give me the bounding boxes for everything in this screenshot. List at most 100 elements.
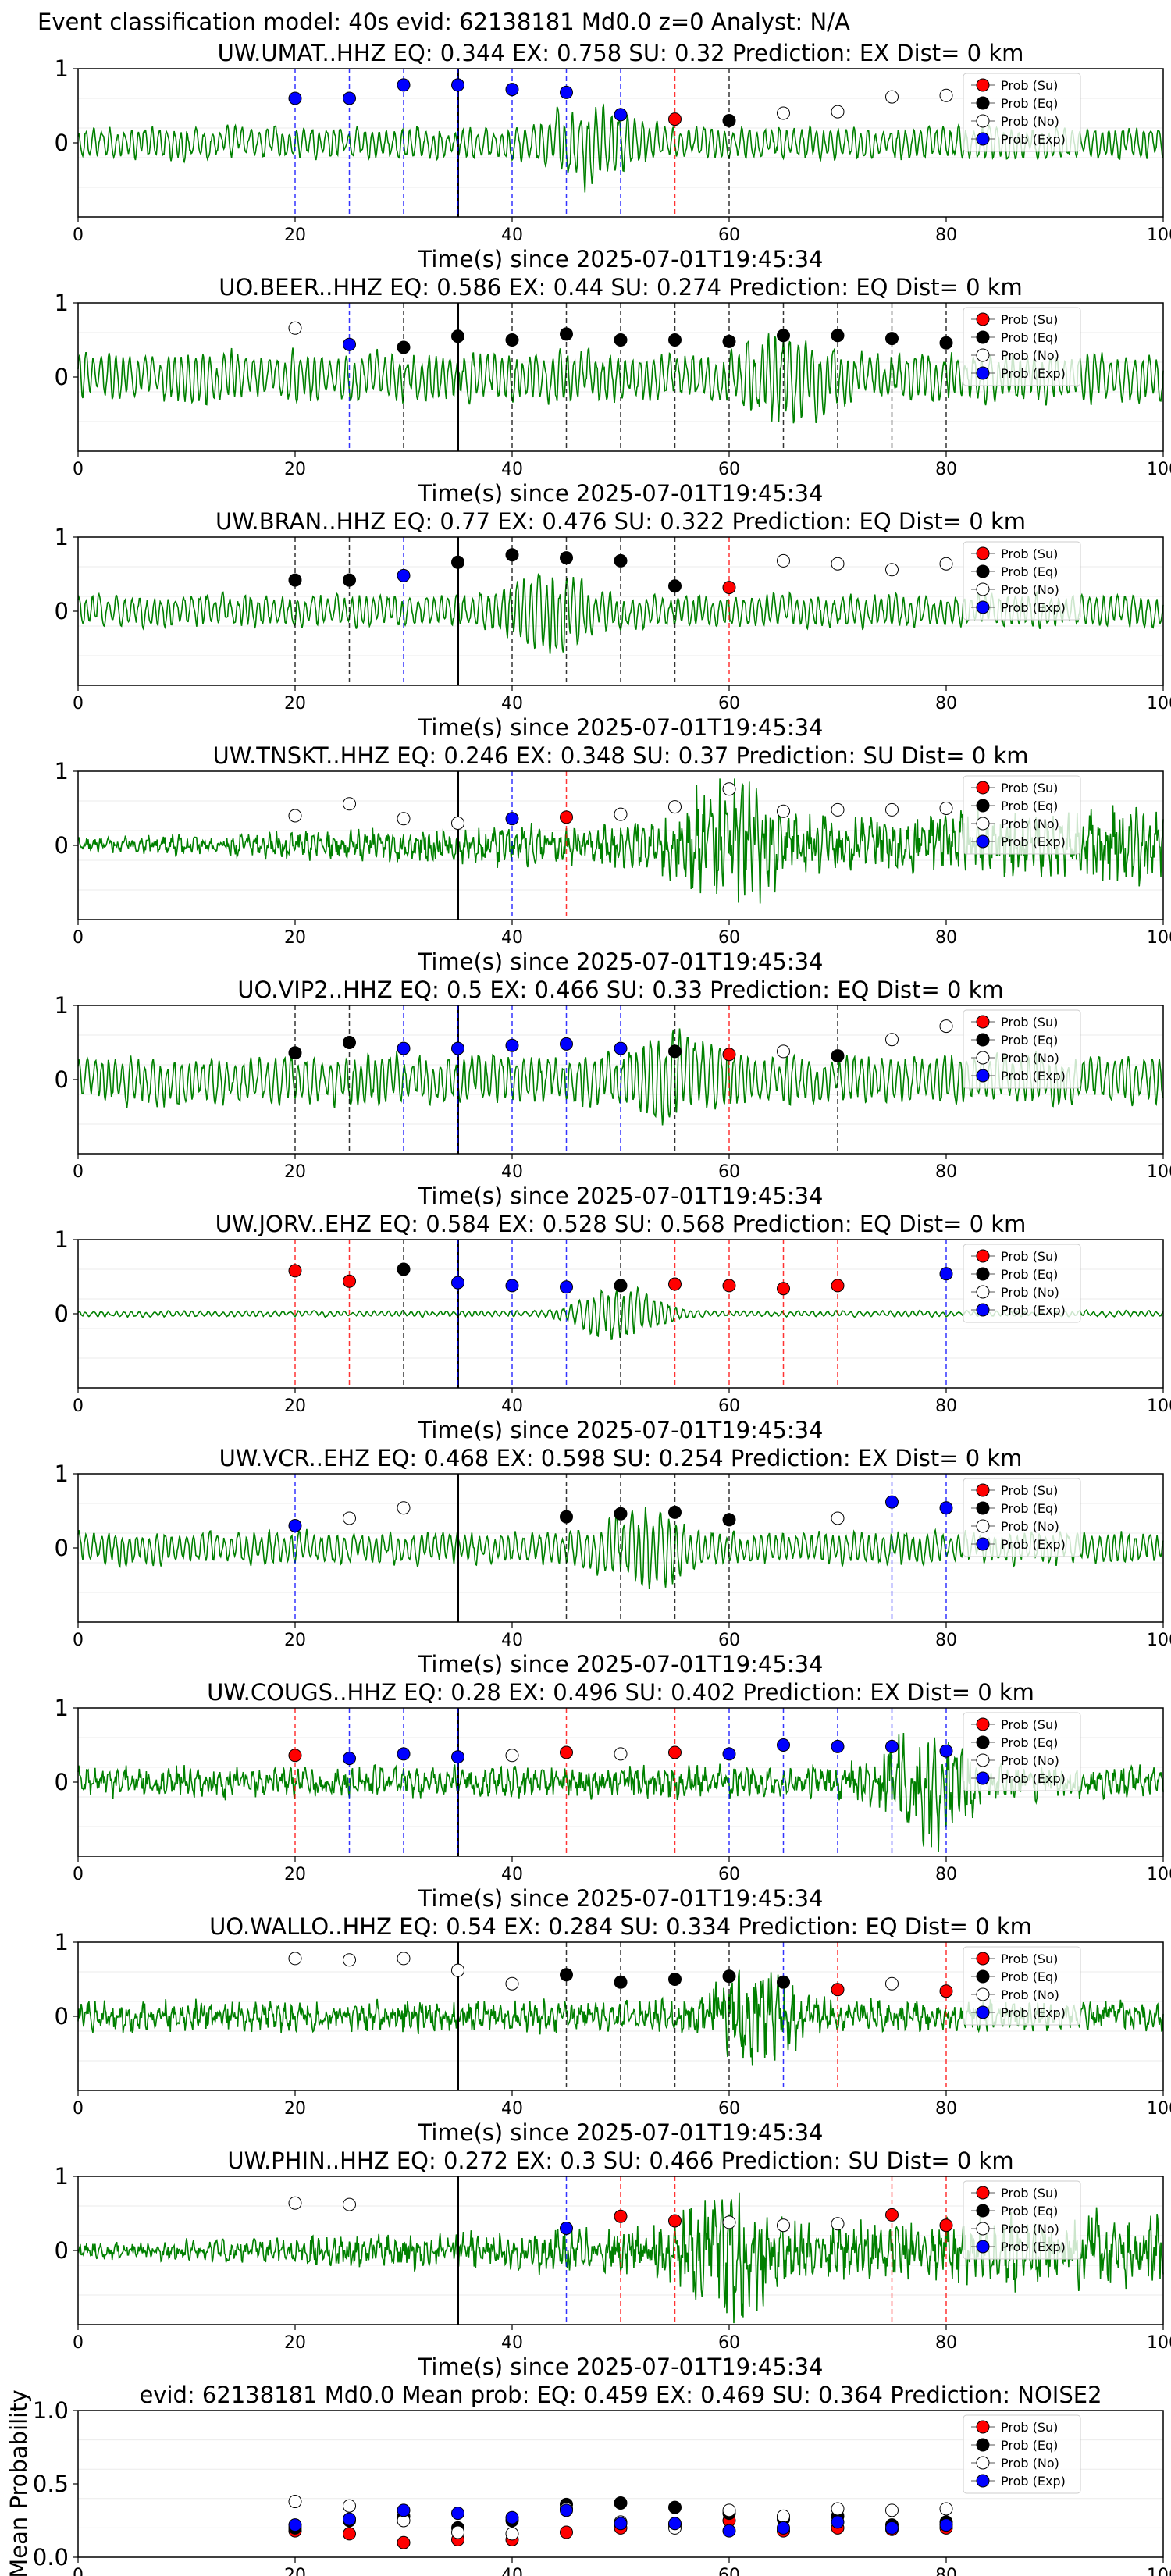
mean-point-su <box>343 2527 356 2541</box>
mean-point-no <box>722 2503 736 2517</box>
prob-point-no <box>777 1044 790 1059</box>
prob-point-su <box>831 1983 845 1997</box>
prob-point-exp <box>505 1038 519 1052</box>
prob-point-su <box>831 1279 845 1293</box>
x-tick-label: 100 <box>1147 2566 1171 2576</box>
legend-label: Prob (Eq) <box>1001 799 1058 813</box>
legend-marker-eq <box>976 1033 990 1047</box>
legend-marker-exp <box>976 1069 990 1083</box>
legend-box <box>963 1009 1081 1089</box>
panel-title: UO.BEER..HHZ EQ: 0.586 EX: 0.44 SU: 0.27… <box>219 274 1023 301</box>
y-tick-label: 1 <box>55 2163 69 2190</box>
x-tick-label: 80 <box>935 694 957 713</box>
legend-label: Prob (No) <box>1001 114 1059 129</box>
legend-marker-exp <box>976 1303 990 1317</box>
prob-point-no <box>831 105 845 119</box>
prob-point-eq <box>451 555 464 569</box>
prob-point-no <box>343 1511 356 1525</box>
legend-marker-no <box>976 1519 990 1533</box>
prob-point-no <box>451 1963 464 1977</box>
legend-marker-su <box>976 1015 990 1029</box>
legend-marker-no <box>976 114 990 128</box>
prob-point-exp <box>560 85 573 99</box>
x-tick-label: 80 <box>935 2099 957 2119</box>
prob-point-no <box>885 1033 899 1047</box>
mean-point-no <box>939 2502 953 2516</box>
legend-marker-su <box>976 2420 990 2434</box>
prob-point-exp <box>560 1037 573 1051</box>
x-tick-label: 60 <box>718 1865 740 1884</box>
legend-marker-exp <box>976 132 990 146</box>
prob-point-su <box>668 1277 682 1291</box>
legend-box <box>963 1946 1081 2026</box>
station-panel: UW.BRAN..HHZ EQ: 0.77 EX: 0.476 SU: 0.32… <box>55 508 1171 741</box>
prob-point-eq <box>939 336 953 350</box>
legend-label: Prob (Su) <box>1001 2186 1058 2201</box>
y-tick-label: 0 <box>55 364 69 390</box>
mean-point-exp <box>451 2507 464 2521</box>
legend-label: Prob (No) <box>1001 1519 1059 1534</box>
panel-title: UW.COUGS..HHZ EQ: 0.28 EX: 0.496 SU: 0.4… <box>207 1679 1034 1706</box>
x-tick-label: 40 <box>501 928 523 948</box>
prob-point-exp <box>614 108 628 122</box>
legend-marker-eq <box>976 1267 990 1281</box>
prob-point-eq <box>668 579 682 593</box>
prob-point-exp <box>777 1738 790 1752</box>
prob-point-eq <box>505 333 519 347</box>
prob-point-exp <box>343 91 356 105</box>
prob-point-no <box>777 804 790 818</box>
x-tick-label: 40 <box>501 2566 523 2576</box>
x-tick-label: 60 <box>718 928 740 948</box>
x-tick-label: 20 <box>284 1162 306 1182</box>
prob-point-exp <box>505 83 519 97</box>
x-axis-label: Time(s) since 2025-07-01T19:45:34 <box>418 1651 824 1678</box>
legend-marker-su <box>976 781 990 795</box>
x-axis-label: Time(s) since 2025-07-01T19:45:34 <box>418 2119 824 2146</box>
prob-point-exp <box>939 1267 953 1281</box>
prob-point-no <box>885 1976 899 1991</box>
prob-point-no <box>831 2217 845 2231</box>
legend-marker-no <box>976 2456 990 2470</box>
prob-point-eq <box>451 329 464 343</box>
prob-point-no <box>939 557 953 571</box>
mean-point-exp <box>505 2510 519 2524</box>
prob-point-eq <box>668 1505 682 1519</box>
legend-label: Prob (Eq) <box>1001 1735 1058 1750</box>
x-tick-label: 100 <box>1147 1162 1171 1182</box>
x-axis-label: Time(s) since 2025-07-01T19:45:34 <box>418 1183 824 1209</box>
y-tick-label: 1 <box>55 1226 69 1253</box>
mean-point-exp <box>397 2503 411 2517</box>
x-tick-label: 100 <box>1147 1865 1171 1884</box>
prob-point-exp <box>722 1747 736 1761</box>
waveform-trace <box>77 778 1164 904</box>
prob-point-no <box>397 812 411 826</box>
legend-label: Prob (No) <box>1001 817 1059 831</box>
x-tick-label: 40 <box>501 2099 523 2119</box>
x-tick-label: 80 <box>935 1865 957 1884</box>
y-axis-label: Mean Probability <box>5 2389 32 2576</box>
panel-title: UO.WALLO..HHZ EQ: 0.54 EX: 0.284 SU: 0.3… <box>209 1913 1032 1940</box>
x-tick-label: 0 <box>73 1397 84 1416</box>
y-tick-label: 1 <box>55 290 69 316</box>
prob-point-eq <box>560 1510 573 1524</box>
legend-label: Prob (Exp) <box>1001 1771 1066 1786</box>
legend-label: Prob (No) <box>1001 1753 1059 1768</box>
x-tick-label: 80 <box>935 1397 957 1416</box>
legend-label: Prob (Su) <box>1001 1483 1058 1498</box>
station-panel: UW.VCR..EHZ EQ: 0.468 EX: 0.598 SU: 0.25… <box>55 1445 1171 1678</box>
legend-marker-eq <box>976 2204 990 2218</box>
legend-label: Prob (No) <box>1001 1987 1059 2002</box>
prob-point-no <box>343 1953 356 1967</box>
y-tick-label: 0 <box>55 598 69 624</box>
station-panel: UO.WALLO..HHZ EQ: 0.54 EX: 0.284 SU: 0.3… <box>55 1913 1171 2146</box>
y-tick-label: 1 <box>55 55 69 82</box>
x-axis-label: Time(s) since 2025-07-01T19:45:34 <box>418 246 824 272</box>
prob-point-su <box>668 2214 682 2228</box>
mean-point-exp <box>668 2517 682 2531</box>
prob-point-no <box>777 106 790 120</box>
legend-marker-no <box>976 1753 990 1767</box>
mean-point-exp <box>560 2503 573 2517</box>
x-tick-label: 20 <box>284 928 306 948</box>
x-tick-label: 40 <box>501 2333 523 2353</box>
